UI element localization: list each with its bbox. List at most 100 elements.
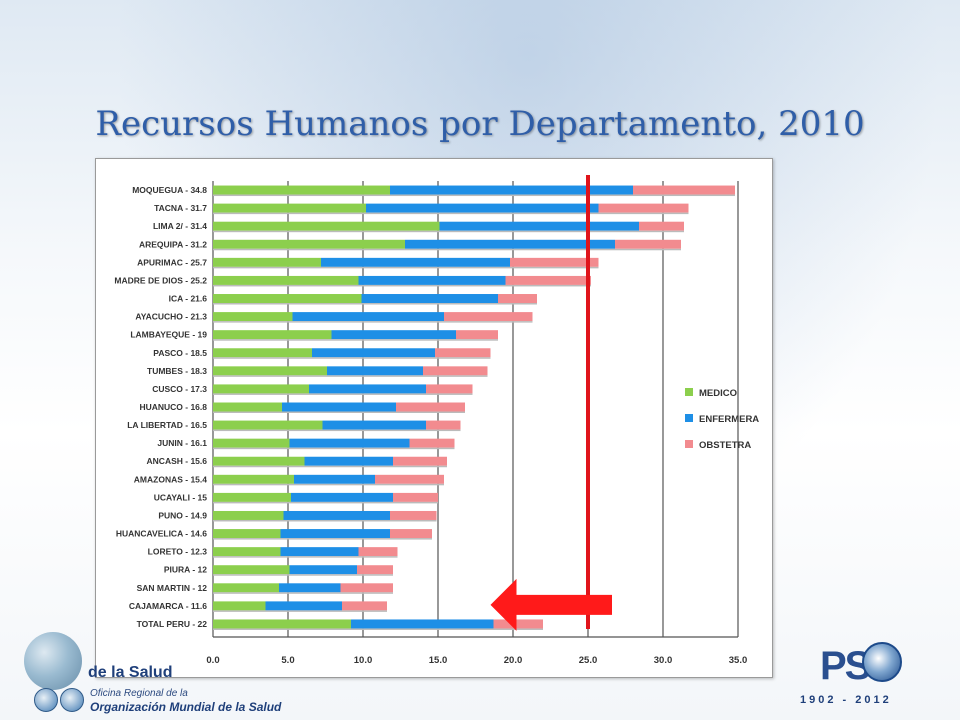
x-tick-label: 20.0 (504, 655, 523, 666)
bar-segment-enfermera (327, 366, 423, 376)
bar-shadow (213, 339, 498, 341)
bar-segment-enfermera (439, 221, 639, 231)
bar-segment-obstetra (396, 402, 465, 412)
x-tick-label: 5.0 (281, 655, 294, 666)
bar-shadow (213, 429, 461, 432)
x-tick-label: 0.0 (206, 655, 219, 666)
bar-segment-enfermera (358, 275, 506, 285)
category-label-layer: MOQUEGUA - 34.8 TACNA - 31.7 LIMA 2/ - 31.… (114, 185, 207, 629)
bar-segment-medico (213, 492, 291, 502)
bar-segment-obstetra (456, 330, 498, 340)
category-label: SAN MARTIN - 12 (137, 583, 208, 593)
bar-segment-medico (213, 547, 281, 557)
bar-segment-enfermera (282, 402, 396, 412)
bar-shadow (213, 483, 444, 486)
x-tick-label: 30.0 (654, 655, 673, 666)
bar-segment-enfermera (280, 547, 359, 557)
category-label: APURIMAC - 25.7 (137, 257, 207, 267)
category-label: JUNIN - 16.1 (157, 438, 207, 448)
globe-icon (862, 642, 902, 682)
category-label: MOQUEGUA - 34.8 (132, 185, 207, 195)
category-label: CUSCO - 17.3 (152, 384, 207, 394)
category-label: UCAYALI - 15 (154, 492, 207, 502)
bar-shadow (213, 393, 473, 395)
bar-shadow (213, 610, 387, 612)
bar-shadow (213, 465, 447, 468)
category-label: LAMBAYEQUE - 19 (130, 330, 207, 340)
bar-segment-medico (213, 294, 362, 304)
bar-segment-obstetra (598, 203, 689, 213)
category-label: AMAZONAS - 15.4 (134, 474, 207, 484)
logo-who-name: Organización Mundial de la Salud (90, 700, 282, 714)
legend-swatch-medico (685, 388, 693, 396)
bar-shadow (213, 357, 491, 359)
x-tick-label: 25.0 (579, 655, 598, 666)
bar-shadow (213, 447, 455, 450)
globe-icon (24, 632, 82, 690)
bar-segment-medico (213, 510, 284, 520)
stacked-bar-chart: MOQUEGUA - 34.8 TACNA - 31.7 LIMA 2/ - 31.… (114, 175, 759, 666)
x-tick-label: 10.0 (354, 655, 373, 666)
legend-swatch-enfermera (685, 414, 693, 422)
bar-segment-enfermera (289, 438, 410, 448)
bar-segment-medico (213, 474, 294, 484)
category-label: HUANUCO - 16.8 (139, 402, 207, 412)
bar-segment-obstetra (342, 601, 387, 611)
x-tick-label: 15.0 (429, 655, 448, 666)
bar-shadow (213, 321, 533, 323)
bar-segment-obstetra (358, 547, 398, 557)
bar-shadow (213, 212, 689, 215)
bar-segment-enfermera (283, 510, 390, 520)
bar-segment-medico (213, 203, 366, 213)
anniversary-logo: PS 1902 - 2012 (800, 636, 930, 720)
bar-segment-enfermera (390, 185, 633, 195)
category-label: PUNO - 14.9 (158, 510, 207, 520)
bar-segment-obstetra (493, 619, 543, 629)
bar-shadow (213, 284, 591, 287)
bar-segment-medico (213, 583, 279, 593)
paho-logo-left: de la Salud Oficina Regional de la Organ… (18, 626, 281, 720)
bar-shadow (213, 538, 432, 540)
bar-segment-medico (213, 312, 293, 322)
bar-segment-enfermera (289, 565, 357, 575)
category-label: HUANCAVELICA - 14.6 (116, 529, 207, 539)
bar-segment-medico (213, 366, 327, 376)
bar-segment-obstetra (505, 275, 591, 285)
chart-frame: MOQUEGUA - 34.8 TACNA - 31.7 LIMA 2/ - 31.… (95, 158, 773, 678)
bar-layer (213, 185, 735, 630)
slide-title: Recursos Humanos por Departamento, 2010 (95, 104, 865, 144)
bar-segment-obstetra (426, 384, 473, 394)
bar-segment-enfermera (321, 257, 510, 267)
bar-segment-enfermera (405, 239, 615, 249)
bar-segment-medico (213, 221, 440, 231)
bar-shadow (213, 628, 543, 630)
bar-segment-obstetra (615, 239, 681, 249)
bar-segment-medico (213, 348, 312, 358)
category-label: ICA - 21.6 (169, 294, 208, 304)
bar-segment-obstetra (375, 474, 444, 484)
bar-shadow (213, 303, 537, 305)
bar-segment-enfermera (312, 348, 435, 358)
legend-label-enfermera: ENFERMERA (699, 414, 759, 425)
bar-shadow (213, 556, 398, 558)
bar-segment-enfermera (331, 330, 456, 340)
legend-label-medico: MEDICO (699, 388, 737, 399)
category-label: TUMBES - 18.3 (147, 366, 207, 376)
category-label: LA LIBERTAD - 16.5 (127, 420, 207, 430)
bar-segment-obstetra (390, 529, 432, 539)
bar-shadow (213, 501, 438, 504)
category-label: MADRE DE DIOS - 25.2 (114, 275, 207, 285)
bar-shadow (213, 266, 599, 269)
bar-shadow (213, 592, 393, 594)
bar-segment-enfermera (291, 492, 393, 502)
category-label: PASCO - 18.5 (153, 348, 207, 358)
bar-segment-medico (213, 456, 305, 466)
bar-segment-obstetra (435, 348, 491, 358)
legend-layer: MEDICO ENFERMERA OBSTETRA (685, 388, 759, 451)
bar-segment-obstetra (393, 492, 438, 502)
bar-segment-obstetra (633, 185, 735, 195)
bar-shadow (213, 248, 681, 251)
anniversary-years: 1902 - 2012 (800, 694, 892, 706)
bar-segment-medico (213, 601, 266, 611)
ops-emblem-icon (34, 688, 58, 712)
